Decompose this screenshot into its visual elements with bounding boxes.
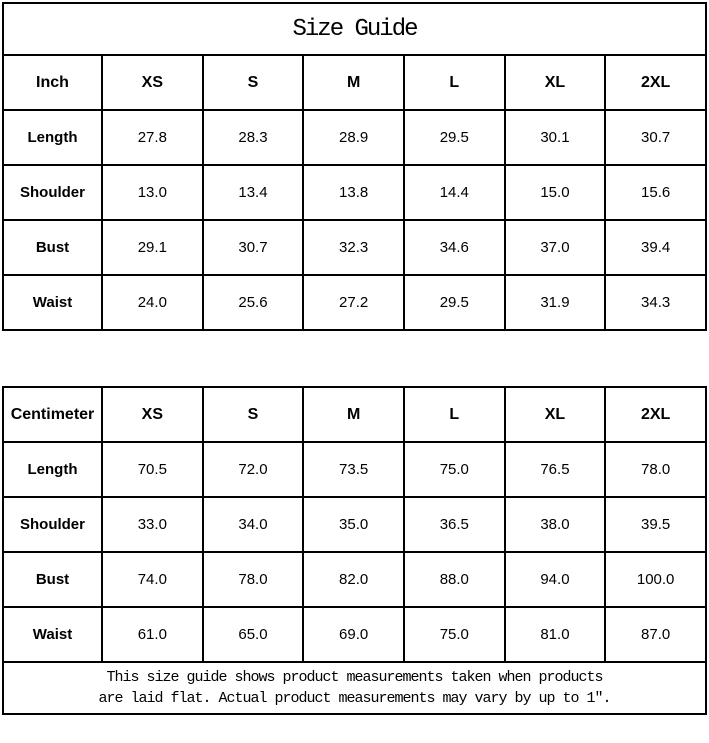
measurement-label-cell: Shoulder xyxy=(2,164,103,221)
measurement-value-cell: 78.0 xyxy=(201,551,305,608)
table-gap-spacer xyxy=(2,331,707,386)
measurement-value-cell: 24.0 xyxy=(101,274,204,331)
size-header-cell: S xyxy=(201,386,305,443)
measurement-value-cell: 78.0 xyxy=(604,441,707,498)
measurement-label-cell: Waist xyxy=(2,606,103,663)
size-header-cell: S xyxy=(201,54,305,111)
measurement-value-cell: 31.9 xyxy=(503,274,607,331)
measurement-value-cell: 15.6 xyxy=(604,164,707,221)
size-guide-sheet: Size Guide Inch XS S M L XL 2XL Length 2… xyxy=(2,2,707,715)
measurement-value-cell: 35.0 xyxy=(302,496,405,553)
inch-size-table: Size Guide Inch XS S M L XL 2XL Length 2… xyxy=(2,2,707,331)
measurement-value-cell: 37.0 xyxy=(503,219,607,276)
measurement-value-cell: 13.0 xyxy=(101,164,204,221)
title-row: Size Guide xyxy=(2,2,707,56)
measurement-label-cell: Shoulder xyxy=(2,496,103,553)
measurement-label-cell: Bust xyxy=(2,219,103,276)
centimeter-size-table: Centimeter XS S M L XL 2XL Length 70.5 7… xyxy=(2,386,707,715)
measurement-value-cell: 81.0 xyxy=(503,606,607,663)
measurement-value-cell: 61.0 xyxy=(101,606,204,663)
measurement-value-cell: 29.1 xyxy=(101,219,204,276)
page-title: Size Guide xyxy=(2,2,707,56)
measurement-value-cell: 30.1 xyxy=(503,109,607,166)
size-header-cell: XL xyxy=(503,386,607,443)
size-header-cell: XL xyxy=(503,54,607,111)
size-header-cell: L xyxy=(402,386,506,443)
table-row: Waist 61.0 65.0 69.0 75.0 81.0 87.0 xyxy=(2,606,707,663)
table-row: Length 70.5 72.0 73.5 75.0 76.5 78.0 xyxy=(2,441,707,498)
size-header-cell: XS xyxy=(101,54,204,111)
footnote-row: This size guide shows product measuremen… xyxy=(2,661,707,715)
size-header-cell: M xyxy=(302,54,405,111)
measurement-value-cell: 32.3 xyxy=(302,219,405,276)
measurement-value-cell: 33.0 xyxy=(101,496,204,553)
table-row: Shoulder 13.0 13.4 13.8 14.4 15.0 15.6 xyxy=(2,164,707,221)
measurement-value-cell: 100.0 xyxy=(604,551,707,608)
size-header-cell: XS xyxy=(101,386,204,443)
size-header-cell: 2XL xyxy=(604,386,707,443)
measurement-value-cell: 39.4 xyxy=(604,219,707,276)
measurement-label-cell: Waist xyxy=(2,274,103,331)
measurement-label-cell: Length xyxy=(2,441,103,498)
measurement-value-cell: 36.5 xyxy=(402,496,506,553)
measurement-value-cell: 34.0 xyxy=(201,496,305,553)
footnote: This size guide shows product measuremen… xyxy=(2,661,707,715)
measurement-label-cell: Bust xyxy=(2,551,103,608)
unit-header-cell: Inch xyxy=(2,54,103,111)
measurement-value-cell: 34.3 xyxy=(604,274,707,331)
measurement-value-cell: 34.6 xyxy=(402,219,506,276)
size-header-cell: L xyxy=(402,54,506,111)
table-row: Bust 29.1 30.7 32.3 34.6 37.0 39.4 xyxy=(2,219,707,276)
measurement-value-cell: 76.5 xyxy=(503,441,607,498)
measurement-label-cell: Length xyxy=(2,109,103,166)
measurement-value-cell: 72.0 xyxy=(201,441,305,498)
footnote-line-1: This size guide shows product measuremen… xyxy=(106,669,603,686)
measurement-value-cell: 29.5 xyxy=(402,109,506,166)
table-row: Shoulder 33.0 34.0 35.0 36.5 38.0 39.5 xyxy=(2,496,707,553)
measurement-value-cell: 30.7 xyxy=(604,109,707,166)
measurement-value-cell: 69.0 xyxy=(302,606,405,663)
measurement-value-cell: 70.5 xyxy=(101,441,204,498)
measurement-value-cell: 82.0 xyxy=(302,551,405,608)
measurement-value-cell: 74.0 xyxy=(101,551,204,608)
measurement-value-cell: 75.0 xyxy=(402,441,506,498)
table-row: Waist 24.0 25.6 27.2 29.5 31.9 34.3 xyxy=(2,274,707,331)
measurement-value-cell: 73.5 xyxy=(302,441,405,498)
header-row: Inch XS S M L XL 2XL xyxy=(2,54,707,111)
measurement-value-cell: 28.9 xyxy=(302,109,405,166)
measurement-value-cell: 15.0 xyxy=(503,164,607,221)
table-row: Length 27.8 28.3 28.9 29.5 30.1 30.7 xyxy=(2,109,707,166)
measurement-value-cell: 65.0 xyxy=(201,606,305,663)
measurement-value-cell: 27.2 xyxy=(302,274,405,331)
header-row: Centimeter XS S M L XL 2XL xyxy=(2,386,707,443)
measurement-value-cell: 30.7 xyxy=(201,219,305,276)
measurement-value-cell: 13.4 xyxy=(201,164,305,221)
measurement-value-cell: 14.4 xyxy=(402,164,506,221)
measurement-value-cell: 25.6 xyxy=(201,274,305,331)
measurement-value-cell: 13.8 xyxy=(302,164,405,221)
measurement-value-cell: 28.3 xyxy=(201,109,305,166)
measurement-value-cell: 29.5 xyxy=(402,274,506,331)
footnote-line-2: are laid flat. Actual product measuremen… xyxy=(98,690,611,707)
measurement-value-cell: 75.0 xyxy=(402,606,506,663)
measurement-value-cell: 38.0 xyxy=(503,496,607,553)
measurement-value-cell: 88.0 xyxy=(402,551,506,608)
unit-header-cell: Centimeter xyxy=(2,386,103,443)
size-header-cell: M xyxy=(302,386,405,443)
measurement-value-cell: 87.0 xyxy=(604,606,707,663)
measurement-value-cell: 27.8 xyxy=(101,109,204,166)
size-header-cell: 2XL xyxy=(604,54,707,111)
table-row: Bust 74.0 78.0 82.0 88.0 94.0 100.0 xyxy=(2,551,707,608)
measurement-value-cell: 94.0 xyxy=(503,551,607,608)
measurement-value-cell: 39.5 xyxy=(604,496,707,553)
